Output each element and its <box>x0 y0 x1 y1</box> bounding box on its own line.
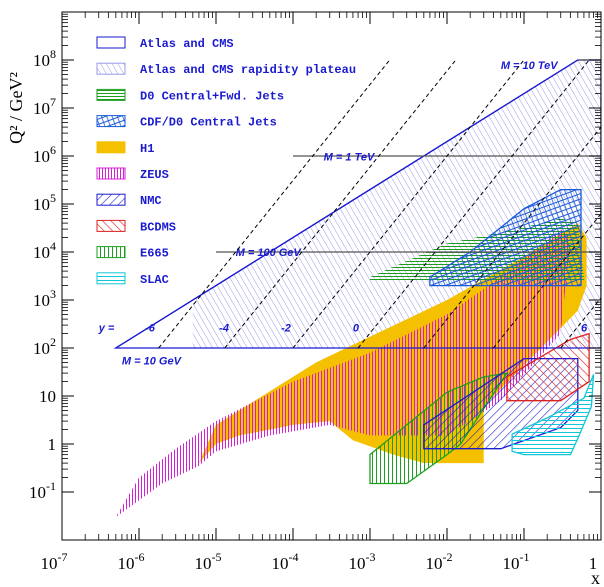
y-tick-label: 104 <box>33 239 56 262</box>
plot-border <box>61 11 602 541</box>
y-axis-title: Q² / GeV² <box>6 72 26 144</box>
rapidity-label-0: y = <box>98 323 115 335</box>
legend-label-bcdms: BCDMS <box>140 220 176 234</box>
reference-line-layer: M = 10 GeV M = 100 GeV M = 1 TeV M = 10 TeV… <box>98 59 601 368</box>
y-tick-label: 103 <box>33 287 56 310</box>
x-axis-title: x <box>591 568 600 587</box>
x-tick-label: 10-3 <box>349 550 376 573</box>
y-tick-label: 107 <box>33 95 56 118</box>
y-tick-label: 10-1 <box>29 479 56 502</box>
x-tick-label: 10-7 <box>41 550 68 573</box>
region-cdf-d0-central-jets <box>429 188 582 287</box>
y-tick-label: 106 <box>33 143 56 166</box>
rapidity-line-5 <box>423 126 601 349</box>
region-slac <box>511 374 595 456</box>
x-tick-label: 1 <box>589 554 598 573</box>
x-tick-label: 10-5 <box>195 550 222 573</box>
y-tick-label: 1 <box>48 435 57 454</box>
legend-swatch-nmc <box>96 193 126 206</box>
legend-label-zeus: ZEUS <box>140 168 169 182</box>
mass-line-0 <box>115 59 579 349</box>
legend-swatch-zeus <box>96 167 126 180</box>
legend-swatch-e665 <box>96 246 126 259</box>
region-bcdms <box>506 332 590 402</box>
rapidity-line-2 <box>224 59 457 349</box>
legend-swatch-bcdms <box>96 219 126 232</box>
legend-label-d0-central-fwd-jets: D0 Central+Fwd. Jets <box>140 89 284 103</box>
legend-label-atlas-and-cms: Atlas and CMS <box>140 37 234 51</box>
rapidity-label-3: -2 <box>281 323 291 335</box>
rapidity-line-1 <box>158 59 391 349</box>
legend-label-slac: SLAC <box>140 273 169 287</box>
region-layer <box>113 59 601 518</box>
legend-label-nmc: NMC <box>140 194 162 208</box>
legend: Atlas and CMS Atlas and CMS rapidity plat… <box>96 36 356 287</box>
region-zeus <box>115 229 571 518</box>
legend-label-h1: H1 <box>140 142 154 156</box>
legend-swatch-cdf-d0-central-jets <box>96 115 126 128</box>
y-tick-label: 105 <box>33 191 56 214</box>
mass-label-2: M = 1 TeV <box>324 152 376 164</box>
y-tick-label: 102 <box>33 335 56 358</box>
mass-label-3: M = 10 TeV <box>501 60 559 72</box>
rapidity-label-7: 6 <box>581 323 588 335</box>
legend-label-cdf-d0-central-jets: CDF/D0 Central Jets <box>140 116 277 130</box>
rapidity-line-6 <box>492 213 601 349</box>
legend-swatch-slac <box>96 272 126 285</box>
rapidity-line-4 <box>357 59 590 349</box>
x-tick-label: 10-4 <box>272 550 299 573</box>
legend-swatch-h1 <box>96 141 126 154</box>
rapidity-label-1: -6 <box>145 323 156 335</box>
legend-label-atlas-and-cms-rapidity-plateau: Atlas and CMS rapidity plateau <box>140 63 356 77</box>
legend-swatch-atlas-and-cms-rapidity-plateau <box>96 62 126 75</box>
plot-frame <box>61 11 602 541</box>
rapidity-label-2: -4 <box>219 323 229 335</box>
rapidity-line-3 <box>292 59 525 349</box>
y-tick-label: 10 <box>39 387 56 406</box>
legend-swatch-atlas-and-cms <box>96 36 126 49</box>
x-tick-label: 10-1 <box>503 550 530 573</box>
legend-label-e665: E665 <box>140 247 169 261</box>
rapidity-line-7 <box>560 297 601 349</box>
legend-swatch-d0-central-fwd-jets <box>96 88 126 101</box>
mass-label-1: M = 100 GeV <box>236 247 303 259</box>
rapidity-label-4: 0 <box>353 323 360 335</box>
mass-label-0: M = 10 GeV <box>122 356 183 368</box>
x-tick-label: 10-6 <box>118 550 145 573</box>
x-tick-label: 10-2 <box>426 550 453 573</box>
tick-layer: 10-7 10-6 10-5 10-4 10-3 10-2 10-1 1 10-1 1 10 102 1… <box>29 12 602 573</box>
y-tick-label: 108 <box>33 47 56 70</box>
